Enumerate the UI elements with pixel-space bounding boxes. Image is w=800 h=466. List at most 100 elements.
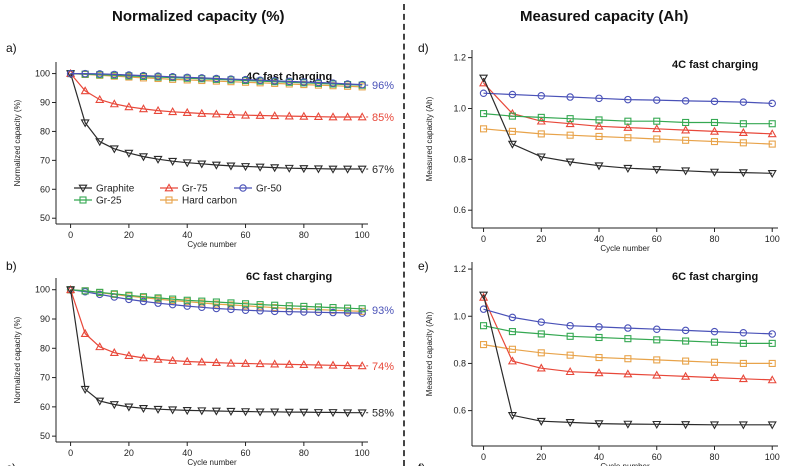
end-label-gr-50: 93% xyxy=(372,305,394,317)
data-point xyxy=(566,332,574,340)
data-point xyxy=(227,299,235,307)
data-point xyxy=(624,355,632,363)
data-point xyxy=(768,359,776,367)
data-point xyxy=(227,75,235,83)
data-point xyxy=(255,110,265,119)
x-tick-label: 60 xyxy=(241,230,251,240)
data-point xyxy=(624,335,632,343)
data-point xyxy=(536,417,546,426)
data-point xyxy=(314,308,323,317)
data-point xyxy=(537,130,545,138)
x-tick-label: 100 xyxy=(765,452,780,462)
data-point xyxy=(81,69,89,78)
data-point xyxy=(138,153,149,162)
data-point xyxy=(710,338,719,346)
end-label-graphite: 58% xyxy=(372,408,394,420)
data-point xyxy=(344,304,352,312)
series-line xyxy=(483,344,773,364)
data-point xyxy=(479,89,488,97)
data-point xyxy=(768,120,776,128)
data-point xyxy=(739,98,748,106)
x-tick-label: 80 xyxy=(299,230,309,240)
x-tick-label: 20 xyxy=(536,234,546,244)
data-point xyxy=(508,345,516,353)
x-axis-label: Cycle number xyxy=(600,244,650,253)
series-line xyxy=(483,92,773,104)
legend-label: Hard carbon xyxy=(182,196,237,207)
series-graphite-e xyxy=(479,291,777,430)
y-tick-label: 70 xyxy=(40,373,50,383)
data-point xyxy=(681,167,691,176)
data-point xyxy=(197,108,207,117)
x-tick-label: 20 xyxy=(536,452,546,462)
data-point xyxy=(168,355,178,364)
data-point xyxy=(125,71,133,79)
x-tick-label: 80 xyxy=(709,452,719,462)
data-point xyxy=(682,337,690,345)
data-point xyxy=(95,138,105,147)
data-point xyxy=(211,161,221,170)
series-gr-75-b xyxy=(66,284,367,370)
data-point xyxy=(299,408,309,417)
data-point xyxy=(226,109,236,118)
x-tick-label: 40 xyxy=(182,448,192,458)
data-point xyxy=(329,308,337,317)
data-point xyxy=(709,372,720,381)
data-point xyxy=(168,300,177,309)
data-point xyxy=(508,328,516,336)
data-point xyxy=(154,72,162,80)
data-point xyxy=(80,119,90,128)
data-point xyxy=(211,407,221,416)
data-point xyxy=(182,107,192,116)
series-gr-25-e xyxy=(479,322,776,347)
data-point xyxy=(80,86,90,95)
data-point xyxy=(110,70,119,79)
data-point xyxy=(299,111,309,120)
data-point xyxy=(80,385,90,395)
data-point xyxy=(139,71,148,80)
data-point xyxy=(767,421,777,430)
data-point xyxy=(168,107,178,116)
data-point xyxy=(343,165,353,174)
series-line xyxy=(70,289,363,314)
series-gr-75-e xyxy=(479,292,777,384)
data-point xyxy=(653,135,661,143)
data-point xyxy=(153,155,163,164)
data-point xyxy=(256,301,264,309)
data-point xyxy=(653,325,661,333)
series-line xyxy=(483,308,773,335)
y-tick-label: 50 xyxy=(40,431,50,441)
data-point xyxy=(240,408,251,417)
data-point xyxy=(507,411,517,421)
data-point xyxy=(508,313,517,322)
data-point xyxy=(682,357,690,365)
legend-marker xyxy=(78,184,88,193)
data-point xyxy=(255,163,265,172)
data-point xyxy=(240,358,251,367)
data-point xyxy=(313,165,323,174)
panel-title-e: 6C fast charging xyxy=(672,271,758,283)
legend-item-hard-carbon xyxy=(160,196,178,204)
data-point xyxy=(270,408,280,417)
data-point xyxy=(212,298,220,306)
x-tick-label: 40 xyxy=(182,230,192,240)
data-point xyxy=(211,357,221,366)
series-line xyxy=(482,294,773,426)
series-line xyxy=(70,73,363,88)
data-point xyxy=(240,163,251,172)
data-point xyxy=(182,356,192,365)
data-point xyxy=(594,162,604,171)
y-tick-label: 50 xyxy=(40,213,50,223)
data-point xyxy=(357,409,367,418)
data-point xyxy=(595,132,603,141)
series-line xyxy=(70,289,363,310)
data-point xyxy=(653,117,661,125)
data-point xyxy=(66,286,76,295)
data-point xyxy=(681,371,691,380)
series-gr-50-e xyxy=(479,305,776,338)
x-axis-label: Cycle number xyxy=(600,462,650,466)
data-point xyxy=(343,409,353,418)
y-tick-label: 0.6 xyxy=(453,406,466,416)
data-point xyxy=(328,409,338,418)
data-point xyxy=(95,342,105,351)
